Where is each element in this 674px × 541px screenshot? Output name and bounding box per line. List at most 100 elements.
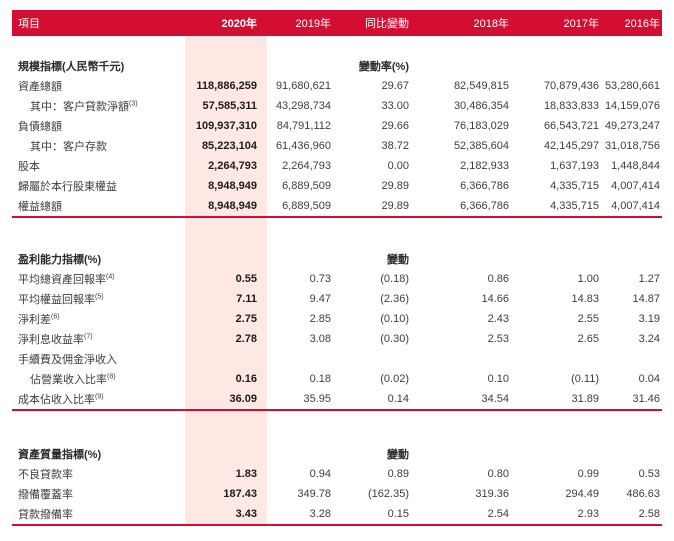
spacer-cell <box>185 217 267 249</box>
cell-change: 29.89 <box>333 196 411 218</box>
cell-y2016: 1,448,844 <box>611 160 660 172</box>
cell-change: 29.67 <box>381 80 409 92</box>
spacer-cell <box>12 36 185 56</box>
cell-y2016: 31.46 <box>601 389 662 411</box>
cell-y2017 <box>511 349 601 369</box>
row-label: 歸屬於本行股東權益 <box>18 181 117 193</box>
cell-y2016: 2.58 <box>601 504 662 526</box>
cell-y2016 <box>601 56 662 76</box>
cell-y2018: 52,385,604 <box>453 140 509 152</box>
spacer-cell <box>333 410 411 444</box>
spacer-cell <box>511 410 601 444</box>
cell-change: 29.89 <box>381 180 409 192</box>
cell-y2018 <box>411 349 511 369</box>
cell-change: (0.30) <box>380 333 409 345</box>
row-label: 其中：客户存款 <box>30 141 107 153</box>
cell-y2018: 30,486,354 <box>453 100 509 112</box>
table-row: 佔營業收入比率(8) 0.16 0.18 (0.02) 0.10 (0.11) 0.04 <box>12 369 662 389</box>
cell-y2016 <box>601 444 662 464</box>
cell-y2016: 14,159,076 <box>604 100 660 112</box>
table-body: 規模指標(人民幣千元) 變動率(%) 資產總額 118,886,259 91,680,6… <box>12 36 662 526</box>
spacer-cell <box>185 410 267 444</box>
cell-y2019: 3.28 <box>267 504 333 526</box>
cell-y2017: 2.65 <box>577 333 599 345</box>
row-label: 其中：客户貸款淨額(3) <box>30 100 138 113</box>
cell-y2016: 3.24 <box>638 333 660 345</box>
spacer-cell <box>511 217 601 249</box>
cell-y2020: 187.43 <box>223 488 257 500</box>
cell-y2020: 118,886,259 <box>196 80 257 92</box>
cell-y2019: 61,436,960 <box>275 140 331 152</box>
change-column-label: 變動 <box>387 449 409 461</box>
cell-y2019: 0.94 <box>309 468 331 480</box>
cell-y2020 <box>185 444 267 464</box>
column-header-item: 項目 <box>12 10 185 36</box>
spacer-cell <box>185 36 267 56</box>
cell-y2017 <box>511 249 601 269</box>
cell-y2019: 6,889,509 <box>267 196 333 218</box>
column-header-2017: 2017年 <box>511 10 601 36</box>
cell-y2020: 85,223,104 <box>201 140 257 152</box>
cell-y2016: 31,018,756 <box>604 140 660 152</box>
column-header-2018: 2018年 <box>411 10 511 36</box>
row-label: 淨利差(6) <box>18 313 60 326</box>
cell-y2018: 0.10 <box>487 373 509 385</box>
row-label: 手續費及佣金淨收入 <box>18 354 117 366</box>
table-row: 歸屬於本行股東權益 8,948,949 6,889,509 29.89 6,366,78… <box>12 176 662 196</box>
column-header-2020: 2020年 <box>185 10 267 36</box>
spacer-cell <box>333 217 411 249</box>
spacer-cell <box>267 36 333 56</box>
column-header-change: 同比變動 <box>333 10 411 36</box>
table-header: 項目 2020年 2019年 同比變動 2018年 2017年 2016年 <box>12 10 662 36</box>
cell-y2019: 3.08 <box>309 333 331 345</box>
cell-y2019: 84,791,112 <box>276 120 331 132</box>
table-row: 撥備覆蓋率 187.43 349.78 (162.35) 319.36 294.49 486… <box>12 484 662 504</box>
row-label: 貸款撥備率 <box>12 504 185 526</box>
cell-y2020 <box>185 56 267 76</box>
cell-y2018: 2.53 <box>487 333 509 345</box>
table-row: 不良貸款率 1.83 0.94 0.89 0.80 0.99 0.53 <box>12 464 662 484</box>
cell-y2016 <box>601 349 662 369</box>
row-label: 不良貸款率 <box>18 469 73 481</box>
footnote-marker: (6) <box>51 313 60 321</box>
cell-y2017: 42,145,297 <box>543 140 599 152</box>
spacer-cell <box>601 410 662 444</box>
cell-change: 0.15 <box>333 504 411 526</box>
column-header-2016: 2016年 <box>601 10 662 36</box>
cell-y2016: 4,007,414 <box>601 196 662 218</box>
table-row: 負債總額 109,937,310 84,791,112 29.66 76,183,029… <box>12 116 662 136</box>
change-column-label: 變動率(%) <box>358 61 409 73</box>
cell-y2019 <box>267 249 333 269</box>
cell-y2020: 0.55 <box>235 273 257 285</box>
cell-y2020: 7.11 <box>236 293 257 305</box>
cell-change: (2.36) <box>380 293 409 305</box>
cell-y2016: 14.87 <box>632 293 660 305</box>
cell-y2019: 2.85 <box>309 313 331 325</box>
footnote-marker: (8) <box>107 373 116 381</box>
cell-y2016: 0.04 <box>638 373 660 385</box>
cell-change: (0.18) <box>380 273 409 285</box>
cell-y2020: 57,585,311 <box>202 100 257 112</box>
cell-change: 38.72 <box>381 140 409 152</box>
cell-y2016: 486.63 <box>626 488 660 500</box>
row-label: 股本 <box>18 161 40 173</box>
footnote-marker: (4) <box>106 273 115 281</box>
cell-y2017: 2.93 <box>511 504 601 526</box>
cell-y2018: 0.80 <box>487 468 509 480</box>
cell-y2020: 0.16 <box>235 373 257 385</box>
cell-y2017: (0.11) <box>571 373 599 385</box>
cell-y2018: 2,182,933 <box>460 160 509 172</box>
cell-y2019 <box>267 349 333 369</box>
spacer-cell <box>601 36 662 56</box>
spacer-cell <box>12 410 185 444</box>
section-row: 資產質量指標(%) 變動 <box>12 444 662 464</box>
spacer-cell <box>411 36 511 56</box>
cell-y2017: 4,335,715 <box>511 196 601 218</box>
section-row: 盈利能力指標(%) 變動 <box>12 249 662 269</box>
cell-y2019: 9.47 <box>309 293 331 305</box>
table-row: 其中：客户存款 85,223,104 61,436,960 38.72 52,385,6… <box>12 136 662 156</box>
cell-change: 0.14 <box>333 389 411 411</box>
cell-y2018 <box>411 249 511 269</box>
table-row: 資產總額 118,886,259 91,680,621 29.67 82,549,815… <box>12 76 662 96</box>
cell-y2018: 82,549,815 <box>453 80 509 92</box>
